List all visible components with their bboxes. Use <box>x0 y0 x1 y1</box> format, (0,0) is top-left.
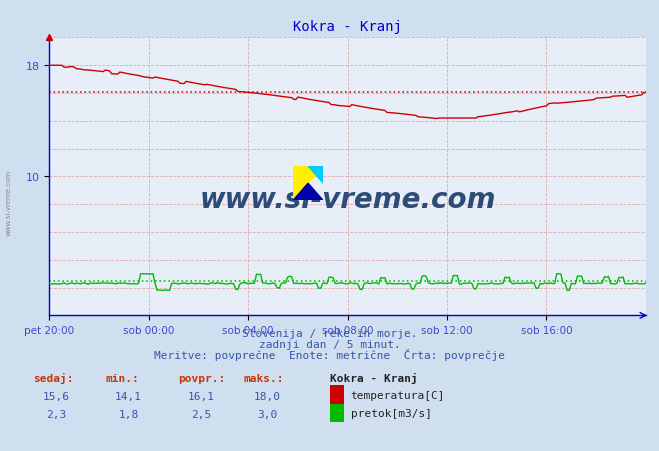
Text: sedaj:: sedaj: <box>33 372 73 383</box>
Text: www.si-vreme.com: www.si-vreme.com <box>200 185 496 213</box>
Text: zadnji dan / 5 minut.: zadnji dan / 5 minut. <box>258 339 401 349</box>
Polygon shape <box>293 184 323 201</box>
Text: pretok[m3/s]: pretok[m3/s] <box>351 409 432 419</box>
Text: 14,1: 14,1 <box>115 391 142 401</box>
Text: Kokra - Kranj: Kokra - Kranj <box>330 372 417 383</box>
Text: min.:: min.: <box>105 373 139 383</box>
Polygon shape <box>293 167 323 201</box>
Text: temperatura[C]: temperatura[C] <box>351 391 445 400</box>
Text: 16,1: 16,1 <box>188 391 214 401</box>
Text: maks.:: maks.: <box>244 373 284 383</box>
Text: 15,6: 15,6 <box>43 391 69 401</box>
Text: 18,0: 18,0 <box>254 391 280 401</box>
Text: Slovenija / reke in morje.: Slovenija / reke in morje. <box>242 328 417 338</box>
Text: 2,3: 2,3 <box>46 409 66 419</box>
Text: www.si-vreme.com: www.si-vreme.com <box>5 170 12 236</box>
Polygon shape <box>308 167 323 184</box>
Text: Meritve: povprečne  Enote: metrične  Črta: povprečje: Meritve: povprečne Enote: metrične Črta:… <box>154 349 505 360</box>
Text: 1,8: 1,8 <box>119 409 138 419</box>
Title: Kokra - Kranj: Kokra - Kranj <box>293 20 402 34</box>
Text: povpr.:: povpr.: <box>178 373 225 383</box>
Text: 2,5: 2,5 <box>191 409 211 419</box>
Text: 3,0: 3,0 <box>257 409 277 419</box>
